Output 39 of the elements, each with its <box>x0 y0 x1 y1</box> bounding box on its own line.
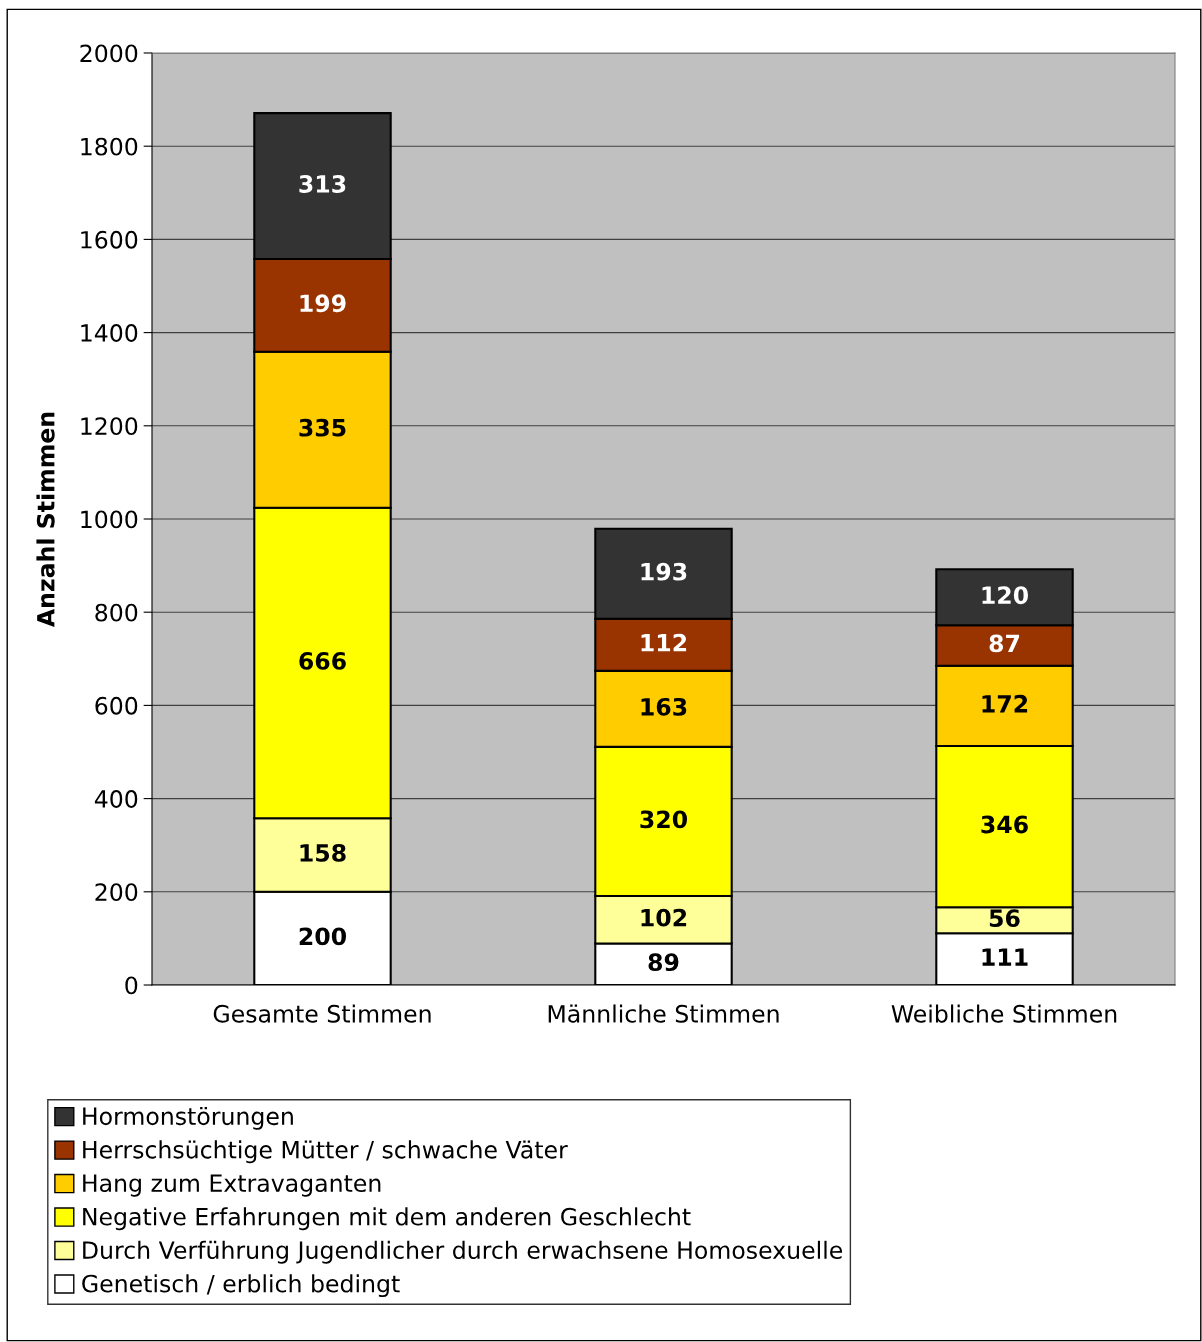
data-label: 112 <box>641 633 687 652</box>
data-label: 346 <box>981 815 1028 834</box>
data-label: 313 <box>299 175 346 193</box>
y-tick-label: 800 <box>95 603 138 622</box>
y-tick-label: 1400 <box>81 324 138 342</box>
x-tick-label: Gesamte Stimmen <box>213 1004 431 1023</box>
data-label: 163 <box>641 697 687 716</box>
y-tick-label: 0 <box>125 976 138 995</box>
data-label: 320 <box>640 810 688 829</box>
x-tick-label: Männliche Stimmen <box>548 1004 779 1023</box>
data-label: 89 <box>648 953 679 972</box>
y-tick-label: 600 <box>95 696 138 715</box>
x-tick-label: Weibliche Stimmen <box>891 1004 1117 1023</box>
data-label: 56 <box>989 909 1020 928</box>
y-tick-label: 1000 <box>81 510 138 529</box>
data-label: 666 <box>299 652 346 670</box>
y-tick-label: 1200 <box>81 417 138 436</box>
y-tick-label: 1600 <box>81 230 138 249</box>
legend-label: Negative Erfahrungen mit dem anderen Geschlecht <box>83 1207 691 1231</box>
data-label: 120 <box>982 586 1029 605</box>
data-label: 172 <box>982 694 1028 713</box>
legend-label: Hormonstörungen <box>83 1106 293 1130</box>
data-label: 335 <box>299 418 346 437</box>
legend-label: Durch Verführung Jugendlicher durch erwachsene Homosexuelle <box>83 1240 843 1264</box>
data-label: 111 <box>982 948 1028 966</box>
data-label: 200 <box>299 927 347 946</box>
y-tick-label: 400 <box>94 790 138 808</box>
data-label: 158 <box>300 843 346 862</box>
legend-label: Herrschsüchtige Mütter / schwache Väter <box>83 1140 568 1164</box>
y-tick-label: 2000 <box>80 44 138 63</box>
legend-label: Genetisch / erblich bedingt <box>82 1274 400 1298</box>
data-label: 87 <box>989 634 1020 653</box>
data-label: 193 <box>641 562 687 581</box>
data-label: 199 <box>300 294 346 313</box>
data-label: 102 <box>641 908 687 927</box>
y-tick-label: 1800 <box>81 137 138 156</box>
legend-label: Hang zum Extravaganten <box>83 1174 381 1197</box>
y-axis-title: Anzahl Stimmen <box>36 412 55 628</box>
y-tick-label: 200 <box>95 883 138 902</box>
